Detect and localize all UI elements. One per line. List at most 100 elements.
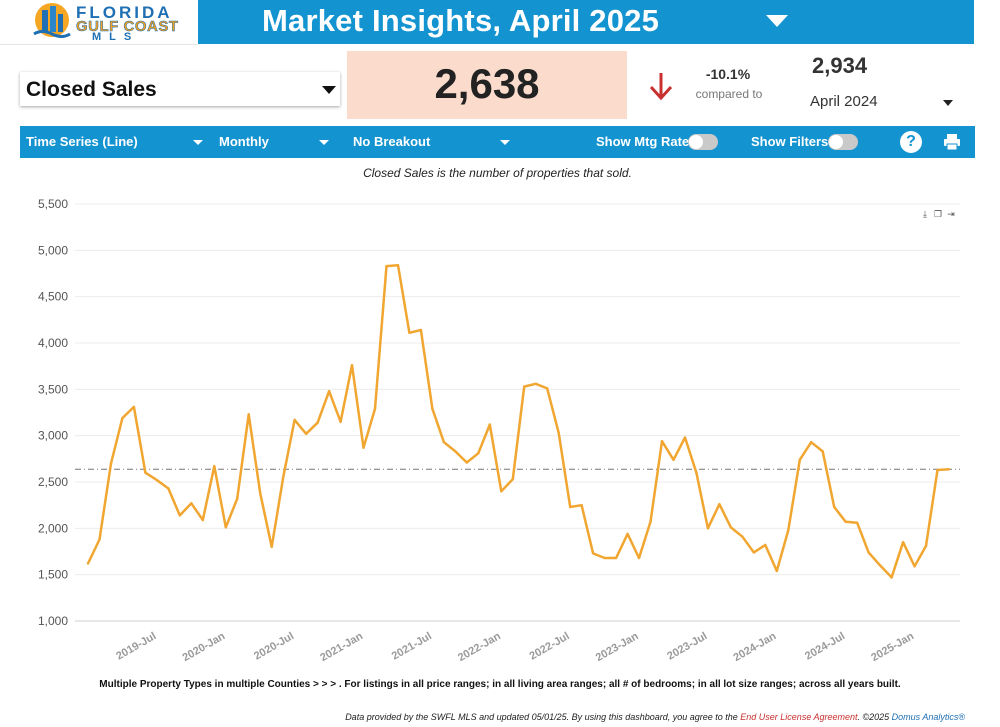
- x-tick-label: 2020-Jul: [252, 630, 296, 662]
- x-tick-label: 2023-Jul: [665, 630, 709, 662]
- license-link[interactable]: End User License Agreement: [740, 712, 858, 722]
- data-point: [844, 520, 847, 524]
- y-tick-label: 1,500: [38, 568, 68, 582]
- data-point: [649, 520, 652, 524]
- title-bar: [198, 0, 974, 44]
- metric-select-value: Closed Sales: [26, 78, 157, 101]
- data-point: [936, 468, 939, 472]
- breakout-select[interactable]: No Breakout: [353, 134, 431, 149]
- data-point: [614, 556, 618, 560]
- data-point: [695, 471, 698, 474]
- data-point: [546, 387, 549, 390]
- y-tick-label: 3,000: [38, 429, 68, 443]
- y-tick-label: 2,000: [38, 521, 68, 535]
- credits: Data provided by the SWFL MLS and update…: [20, 712, 965, 722]
- metric-value: 2,638: [434, 60, 540, 107]
- data-point: [833, 505, 836, 509]
- data-point: [190, 502, 193, 505]
- domus-link[interactable]: Domus Analytics®: [891, 712, 965, 722]
- data-point: [557, 431, 560, 435]
- data-point: [488, 423, 491, 426]
- chart-toolbar: ⤓ ❐ ⇥: [920, 204, 959, 222]
- x-tick-label: 2023-Jan: [594, 630, 641, 664]
- help-button[interactable]: ?: [900, 131, 922, 153]
- logo-text-gulf-coast: GULF COAST: [76, 18, 179, 36]
- data-point: [431, 407, 434, 410]
- data-point: [626, 532, 629, 536]
- show-filters-toggle[interactable]: [828, 134, 858, 150]
- data-point: [821, 450, 824, 453]
- data-point: [867, 551, 870, 554]
- data-point: [155, 478, 159, 482]
- data-point: [339, 420, 342, 423]
- chevron-down-icon[interactable]: [319, 140, 329, 145]
- copyright-text: . ©2025: [857, 712, 892, 722]
- data-point: [729, 526, 733, 529]
- data-point: [901, 541, 905, 544]
- data-point: [500, 490, 503, 493]
- data-point: [293, 418, 296, 422]
- export-icon[interactable]: ⇥: [947, 209, 955, 219]
- chevron-down-icon[interactable]: [943, 100, 953, 106]
- show-mtg-rate-label: Show Mtg Rate:: [596, 134, 694, 149]
- data-point: [603, 556, 606, 560]
- chevron-down-icon[interactable]: [500, 140, 510, 145]
- data-point: [568, 505, 572, 509]
- data-point: [706, 527, 710, 530]
- data-point: [855, 521, 859, 524]
- data-point: [316, 421, 319, 424]
- data-point: [787, 528, 790, 532]
- data-point: [672, 458, 675, 461]
- chart-type-select[interactable]: Time Series (Line): [26, 134, 138, 149]
- y-tick-label: 3,500: [38, 382, 68, 396]
- y-tick-label: 5,500: [38, 197, 68, 211]
- change-percent: -10.1%: [705, 66, 751, 82]
- data-point: [477, 452, 480, 455]
- data-point: [764, 543, 767, 547]
- chevron-down-icon[interactable]: [193, 140, 203, 145]
- show-mtg-rate-toggle[interactable]: [688, 134, 718, 150]
- metric-select[interactable]: Closed Sales: [20, 72, 340, 106]
- data-point: [167, 487, 170, 490]
- comparison-period-select[interactable]: April 2024: [810, 93, 878, 110]
- data-point: [98, 538, 101, 541]
- data-point: [213, 465, 216, 468]
- x-axis-ticks: 2019-Jul 2020-Jan 2020-Jul 2021-Jan 2021-Jul…: [114, 630, 916, 664]
- data-point: [580, 503, 583, 507]
- data-point: [878, 564, 882, 567]
- filter-summary: Multiple Property Types in multiple Coun…: [99, 679, 901, 690]
- data-point: [144, 471, 147, 474]
- data-point: [259, 491, 262, 495]
- x-tick-label: 2024-Jan: [732, 630, 779, 664]
- logo-text-florida: FLORIDA: [76, 3, 173, 22]
- interval-select[interactable]: Monthly: [219, 134, 269, 149]
- data-point: [327, 389, 331, 393]
- chevron-down-icon: [322, 86, 336, 94]
- data-point: [775, 569, 778, 573]
- data-point: [408, 331, 411, 335]
- controls-bar: Time Series (Line) Monthly No Breakout S…: [20, 126, 975, 158]
- data-point: [86, 562, 90, 565]
- data-point: [947, 468, 951, 471]
- data-point: [798, 458, 801, 461]
- data-point: [454, 450, 457, 453]
- data-point: [465, 461, 469, 464]
- print-icon[interactable]: [943, 133, 961, 151]
- x-tick-label: 2021-Jan: [318, 630, 365, 664]
- data-point: [178, 514, 182, 517]
- data-point: [523, 385, 526, 388]
- y-axis-ticks: 1,000 1,500 2,000 2,500 3,000 3,500 4,000 4,500…: [38, 197, 68, 628]
- data-point: [924, 544, 928, 548]
- data-point: [236, 497, 239, 500]
- arrow-down-icon: [649, 73, 673, 101]
- data-point: [247, 413, 250, 416]
- data-point: [385, 264, 388, 268]
- data-point: [660, 440, 664, 443]
- title-dropdown-caret-icon[interactable]: [766, 15, 788, 27]
- copy-icon[interactable]: ❐: [933, 209, 943, 219]
- x-tick-label: 2022-Jan: [456, 630, 503, 664]
- download-icon[interactable]: ⤓: [923, 209, 927, 219]
- data-point: [396, 263, 400, 267]
- data-point: [281, 476, 285, 479]
- data-point: [718, 503, 721, 506]
